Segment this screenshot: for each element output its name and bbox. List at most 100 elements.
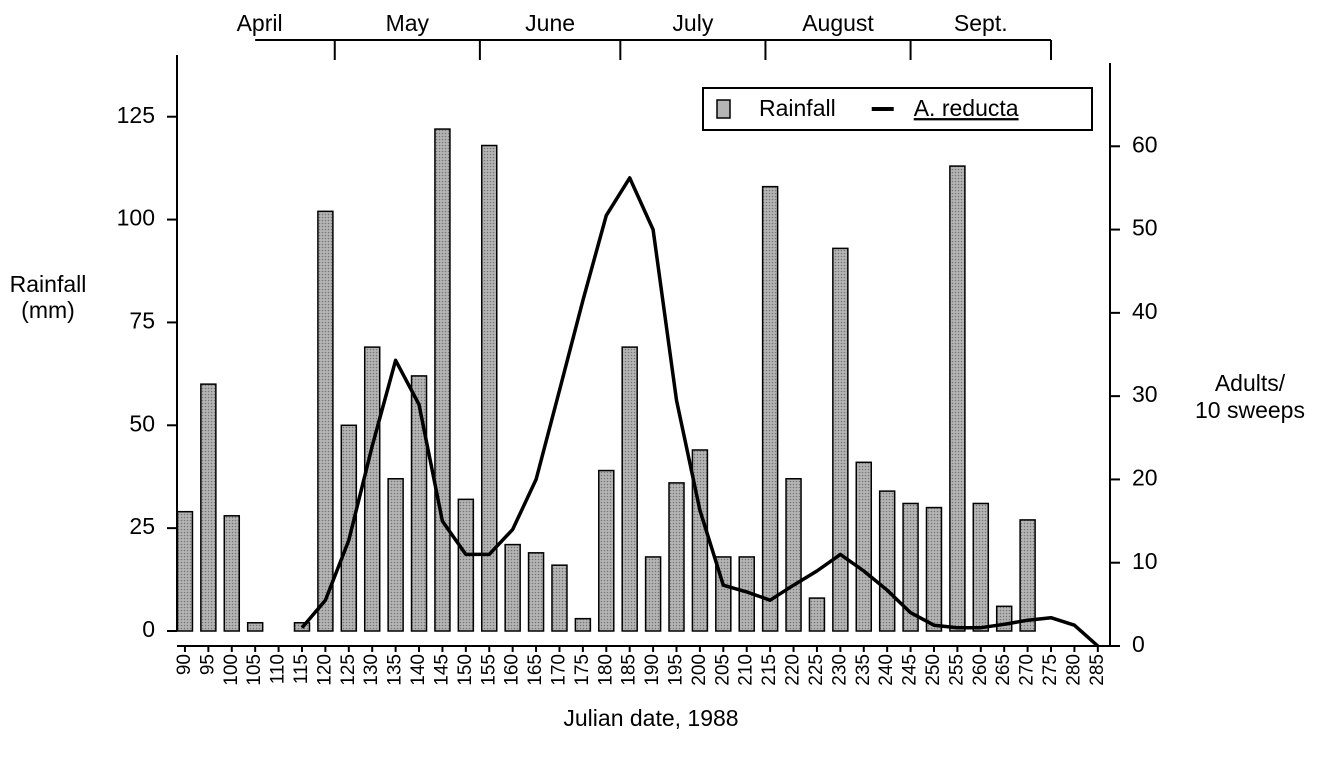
x-tick-label: 215 <box>759 654 780 686</box>
bar-texture <box>364 347 380 631</box>
x-tick-label: 155 <box>478 654 499 686</box>
bar-texture <box>341 425 357 631</box>
x-tick-label: 270 <box>1017 654 1038 686</box>
bar-texture <box>739 556 755 631</box>
bar-group <box>855 461 873 632</box>
bar-texture <box>598 470 614 631</box>
bar-group <box>761 185 779 632</box>
x-tick-label: 160 <box>502 654 523 686</box>
bar-group <box>832 247 849 632</box>
bar-texture <box>528 552 544 631</box>
month-label: June <box>525 10 575 36</box>
bar-group <box>551 564 568 632</box>
bar-group <box>598 469 615 632</box>
y2-axis-label: 10 sweeps <box>1195 397 1305 423</box>
bar-group <box>387 478 404 632</box>
legend-swatch <box>716 99 731 119</box>
x-tick-label: 275 <box>1040 654 1061 686</box>
x-tick-label: 150 <box>455 654 476 686</box>
x-tick-label: 285 <box>1087 654 1108 686</box>
y2-tick-label: 40 <box>1132 298 1158 324</box>
bar-texture <box>481 145 497 631</box>
bar-texture <box>224 515 240 631</box>
bar-group <box>504 543 521 632</box>
x-tick-label: 130 <box>361 654 382 686</box>
bar-group <box>527 552 545 632</box>
bar-texture <box>832 248 848 631</box>
x-tick-label: 175 <box>572 654 593 686</box>
bar-group <box>363 346 381 632</box>
legend-label: Rainfall <box>759 95 836 121</box>
bar-texture <box>973 503 989 631</box>
x-tick-label: 180 <box>595 654 616 686</box>
bar-texture <box>669 482 685 631</box>
bar-texture <box>786 478 802 631</box>
month-label: Sept. <box>954 10 1008 36</box>
month-label: August <box>802 10 874 36</box>
bar-group <box>574 617 592 632</box>
x-tick-label: 100 <box>221 654 242 686</box>
bar-group <box>995 605 1013 632</box>
x-tick-label: 135 <box>385 654 406 686</box>
x-tick-label: 210 <box>736 654 757 686</box>
bar-texture <box>879 491 895 631</box>
bar-texture <box>622 347 638 631</box>
bar-texture <box>856 462 872 631</box>
x-axis-label: Julian date, 1988 <box>563 705 738 731</box>
bar-texture <box>434 129 450 632</box>
bar-group <box>223 515 241 632</box>
bar-group <box>691 449 709 632</box>
bar-group <box>1019 519 1036 632</box>
bar-texture <box>200 384 216 631</box>
bar-texture <box>411 375 427 631</box>
y-tick-label: 25 <box>129 513 155 539</box>
x-tick-label: 255 <box>946 654 967 686</box>
bar-group <box>457 498 475 632</box>
bar-group <box>200 383 217 632</box>
y-tick-label: 0 <box>142 616 155 642</box>
bar-texture <box>903 503 919 631</box>
bar-group <box>246 622 264 632</box>
bar-texture <box>692 449 708 631</box>
x-tick-label: 190 <box>642 654 663 686</box>
bar-group <box>317 210 334 632</box>
x-tick-label: 140 <box>408 654 429 686</box>
month-label: May <box>386 10 430 36</box>
y2-tick-label: 60 <box>1132 131 1158 157</box>
bar-group <box>480 144 498 632</box>
legend-box <box>702 87 1093 131</box>
x-tick-label: 105 <box>244 654 265 686</box>
y2-axis-label: Adults/ <box>1215 370 1286 396</box>
x-tick-label: 265 <box>993 654 1014 686</box>
x-tick-label: 165 <box>525 654 546 686</box>
bar-group <box>434 128 451 632</box>
x-tick-label: 90 <box>174 654 195 675</box>
bar-texture <box>247 622 263 631</box>
y2-tick-label: 0 <box>1132 631 1145 657</box>
bar-group <box>925 506 943 632</box>
x-tick-label: 245 <box>900 654 921 686</box>
bar-texture <box>1020 519 1036 631</box>
x-tick-label: 185 <box>619 654 640 686</box>
month-label: July <box>672 10 713 36</box>
line <box>300 176 1099 648</box>
bar-group <box>949 165 966 632</box>
y-tick-label: 100 <box>117 205 155 231</box>
bar-group <box>621 346 638 632</box>
bar-texture <box>317 211 333 632</box>
x-tick-label: 145 <box>431 654 452 686</box>
bar-texture <box>926 507 942 631</box>
x-tick-label: 230 <box>829 654 850 686</box>
y-axis-label: (mm) <box>21 297 75 323</box>
bar-texture <box>645 556 661 631</box>
x-tick-label: 235 <box>853 654 874 686</box>
x-tick-label: 110 <box>268 654 289 684</box>
bar-group <box>785 478 802 632</box>
x-tick-label: 260 <box>970 654 991 686</box>
x-tick-label: 280 <box>1063 654 1084 686</box>
bar-group <box>340 424 358 632</box>
y2-tick-label: 20 <box>1132 465 1158 491</box>
bar-group <box>878 490 896 632</box>
y-tick-label: 125 <box>117 102 155 128</box>
bar-texture <box>762 186 778 631</box>
